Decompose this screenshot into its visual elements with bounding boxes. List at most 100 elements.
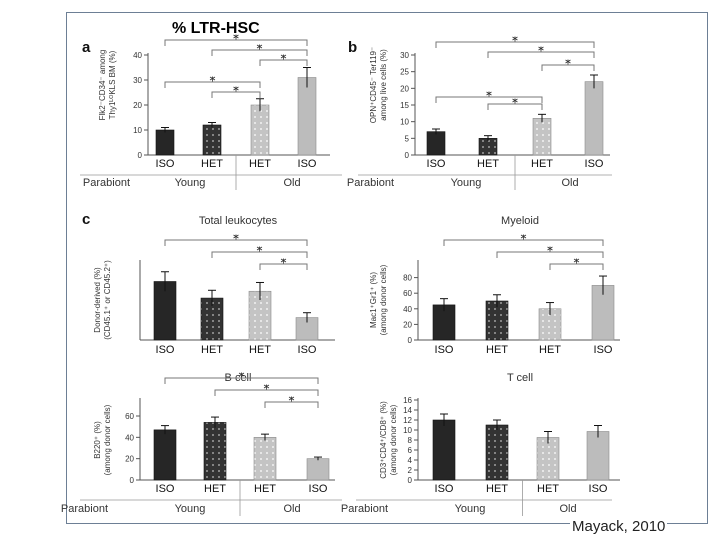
significance-bracket — [164, 239, 308, 246]
bar — [202, 124, 222, 156]
slide-title: % LTR-HSC — [172, 20, 260, 37]
significance-star — [520, 234, 527, 240]
y-tick-label: 20 — [133, 101, 142, 110]
parabiont-label: Parabiont — [83, 177, 130, 189]
bar — [203, 422, 227, 481]
y-tick-label: 2 — [408, 466, 413, 475]
y-tick-label: 25 — [400, 68, 409, 77]
category-label: HET — [531, 158, 553, 170]
category-label: ISO — [427, 158, 446, 170]
y-tick-label: 14 — [403, 406, 412, 415]
category-label: ISO — [156, 483, 175, 495]
bar — [306, 458, 330, 481]
significance-bracket — [259, 59, 308, 66]
panel-letter: a — [82, 39, 91, 56]
significance-star — [256, 44, 263, 50]
y-axis-label: OPN⁺CD45⁻ Ter119⁻ — [369, 47, 378, 123]
category-label: ISO — [585, 158, 604, 170]
significance-star — [238, 372, 245, 378]
bar — [153, 429, 177, 481]
significance-star — [288, 396, 295, 402]
y-axis-label: among live cells (%) — [379, 49, 388, 121]
y-tick-label: 40 — [133, 51, 142, 60]
group-label: Young — [175, 503, 206, 515]
y-tick-label: 16 — [403, 396, 412, 405]
significance-bracket — [264, 401, 319, 408]
y-tick-label: 30 — [133, 76, 142, 85]
y-tick-label: 60 — [125, 412, 134, 421]
y-tick-label: 0 — [130, 476, 135, 485]
y-tick-label: 8 — [408, 436, 413, 445]
significance-star — [512, 98, 518, 104]
category-label: HET — [249, 158, 271, 170]
category-label: HET — [204, 483, 226, 495]
significance-bracket — [211, 91, 261, 98]
citation: Mayack, 2010 — [570, 518, 668, 535]
significance-star — [547, 246, 553, 252]
significance-bracket — [443, 239, 604, 246]
y-tick-label: 12 — [403, 416, 412, 425]
y-axis-label: (among donor cells) — [379, 264, 388, 335]
y-axis-label: CD3⁺CD4⁺/CD8⁺ (%) — [379, 401, 388, 479]
significance-star — [256, 246, 263, 252]
category-label: HET — [486, 344, 508, 356]
category-label: ISO — [589, 483, 608, 495]
panel-letter: b — [348, 39, 357, 56]
bar — [426, 131, 446, 156]
significance-star — [233, 234, 239, 240]
category-label: ISO — [435, 483, 454, 495]
significance-bracket — [164, 81, 261, 88]
significance-star — [280, 54, 287, 60]
y-axis-label: Mac1⁺Gr1⁺ (%) — [369, 272, 378, 328]
category-label: ISO — [298, 344, 317, 356]
y-tick-label: 40 — [125, 433, 134, 442]
significance-star — [233, 86, 239, 92]
significance-star — [263, 384, 270, 390]
y-tick-label: 20 — [400, 84, 409, 93]
y-tick-label: 0 — [408, 476, 413, 485]
bar — [532, 118, 552, 156]
y-tick-label: 40 — [403, 305, 412, 314]
y-tick-label: 10 — [403, 426, 412, 435]
y-axis-label: B220⁺ (%) — [93, 421, 102, 459]
significance-bracket — [211, 251, 308, 258]
category-label: HET — [201, 344, 223, 356]
bar — [536, 437, 560, 481]
group-label: Young — [451, 177, 482, 189]
y-tick-label: 20 — [403, 320, 412, 329]
significance-star — [280, 258, 287, 264]
y-tick-label: 15 — [400, 101, 409, 110]
bar — [584, 81, 604, 156]
category-label: HET — [486, 483, 508, 495]
y-axis-label: Flk2⁻CD34⁻ among — [98, 50, 107, 121]
significance-bracket — [435, 41, 595, 48]
significance-star — [565, 59, 571, 65]
category-label: HET — [539, 344, 561, 356]
significance-bracket — [487, 51, 595, 58]
bar — [155, 129, 175, 156]
parabiont-label: Parabiont — [61, 503, 108, 515]
significance-star — [573, 258, 580, 264]
y-tick-label: 0 — [138, 151, 143, 160]
significance-bracket — [259, 263, 308, 270]
category-label: ISO — [594, 344, 613, 356]
parabiont-label: Parabiont — [347, 177, 394, 189]
significance-bracket — [496, 251, 604, 258]
category-label: HET — [201, 158, 223, 170]
significance-bracket — [164, 39, 308, 46]
significance-bracket — [541, 64, 595, 71]
significance-bracket — [435, 96, 543, 103]
parabiont-label: Parabiont — [341, 503, 388, 515]
y-axis-label: (CD45.1⁺ or CD45.2⁺) — [103, 260, 112, 340]
group-label: Old — [283, 503, 300, 515]
group-label: Old — [559, 503, 576, 515]
significance-star — [512, 36, 518, 42]
panel-letter: c — [82, 211, 90, 228]
significance-star — [538, 46, 544, 52]
significance-bracket — [214, 389, 319, 396]
y-tick-label: 30 — [400, 51, 409, 60]
y-tick-label: 10 — [133, 126, 142, 135]
significance-star — [209, 76, 216, 82]
group-label: Young — [455, 503, 486, 515]
y-tick-label: 60 — [403, 289, 412, 298]
